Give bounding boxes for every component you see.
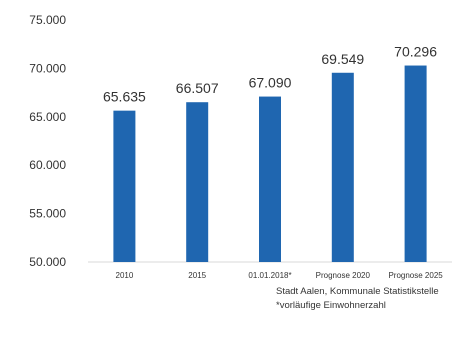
bars-group bbox=[113, 65, 427, 262]
x-axis-ticks: 2010 2015 01.01.2018* Prognose 2020 Prognose… bbox=[116, 271, 444, 280]
x-tick-label: Prognose 2025 bbox=[388, 271, 443, 280]
data-label: 69.549 bbox=[321, 51, 364, 67]
bar bbox=[404, 65, 427, 262]
y-tick-label: 70.000 bbox=[29, 61, 66, 75]
y-axis-ticks: 50.000 55.000 60.000 65.000 70.000 75.000 bbox=[29, 13, 66, 269]
y-tick-label: 60.000 bbox=[29, 158, 66, 172]
data-label: 65.635 bbox=[103, 89, 146, 105]
x-tick-label: 01.01.2018* bbox=[248, 271, 291, 280]
x-tick-label: 2010 bbox=[116, 271, 134, 280]
bar bbox=[259, 96, 281, 262]
bar bbox=[331, 72, 354, 262]
y-tick-label: 65.000 bbox=[29, 110, 66, 124]
footnote: *vorläufige Einwohnerzahl bbox=[276, 300, 386, 311]
source-note: Stadt Aalen, Kommunale Statistikstelle bbox=[276, 286, 439, 297]
data-label: 70.296 bbox=[394, 44, 437, 60]
data-label: 66.507 bbox=[176, 80, 219, 96]
y-tick-label: 50.000 bbox=[29, 255, 66, 269]
y-tick-label: 55.000 bbox=[29, 207, 66, 221]
x-tick-label: Prognose 2020 bbox=[316, 271, 371, 280]
bar bbox=[113, 110, 136, 262]
data-label: 67.090 bbox=[249, 75, 292, 91]
y-tick-label: 75.000 bbox=[29, 13, 66, 27]
bar bbox=[186, 102, 209, 262]
x-tick-label: 2015 bbox=[188, 271, 206, 280]
data-labels-group: 65.635 66.507 67.090 69.549 70.296 bbox=[103, 44, 437, 105]
